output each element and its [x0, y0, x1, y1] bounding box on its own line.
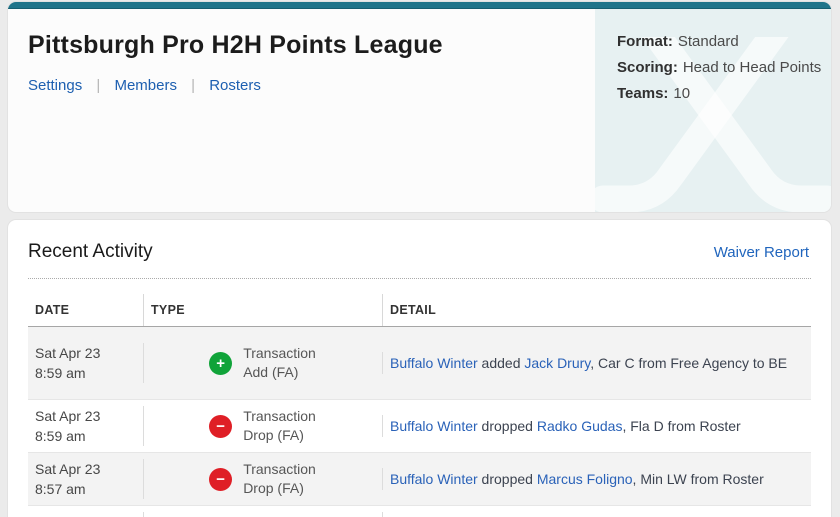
league-info-panel: Format: Standard Scoring: Head to Head Poi…: [595, 9, 831, 212]
table-row-partial: [28, 506, 811, 517]
transaction-drop-icon: −: [209, 467, 233, 491]
league-title: Pittsburgh Pro H2H Points League: [28, 31, 443, 59]
league-nav: Settings | Members | Rosters: [8, 60, 831, 94]
type-cell: [143, 512, 382, 517]
table-row: Sat Apr 23 8:57 am − Transaction Drop (FA) Bu…: [28, 453, 811, 506]
detail-link[interactable]: Jack Drury: [524, 355, 591, 371]
time-value: 8:59 am: [35, 365, 86, 381]
date-cell: Sat Apr 23 8:59 am: [28, 343, 143, 383]
column-header-type: TYPE: [143, 294, 382, 326]
league-info: Format: Standard Scoring: Head to Head Poi…: [595, 9, 831, 107]
teams-value: 10: [673, 85, 691, 102]
time-value: 8:57 am: [35, 481, 86, 497]
column-header-date: DATE: [35, 303, 70, 317]
nav-members-link[interactable]: Members: [114, 77, 177, 94]
activity-table: DATE TYPE DETAIL Sat Apr 23 8:59 am + Trans…: [28, 294, 811, 517]
detail-text: , Car C from Free Agency to BE: [590, 355, 788, 371]
type-line2: Add (FA): [243, 364, 299, 380]
detail-text: , Min LW from Roster: [632, 471, 764, 487]
type-line2: Drop (FA): [243, 480, 304, 496]
time-value: 8:59 am: [35, 428, 86, 444]
hockey-sticks-watermark: [595, 37, 831, 212]
detail-link[interactable]: Buffalo Winter: [390, 418, 478, 434]
detail-link[interactable]: Buffalo Winter: [390, 355, 478, 371]
date-value: Sat Apr 23: [35, 461, 101, 477]
detail-cell: Buffalo Winter added Jack Drury, Car C f…: [382, 352, 811, 374]
nav-settings-link[interactable]: Settings: [28, 77, 83, 94]
detail-link[interactable]: Marcus Foligno: [536, 471, 633, 487]
detail-cell: Buffalo Winter dropped Radko Gudas, Fla …: [382, 415, 811, 437]
scoring-label: Scoring:: [617, 59, 678, 76]
nav-divider: |: [96, 77, 101, 94]
type-label: Transaction Drop (FA): [243, 407, 316, 445]
teams-label: Teams:: [617, 85, 669, 102]
transaction-add-icon: +: [209, 351, 233, 375]
detail-text: dropped: [477, 418, 537, 434]
transaction-drop-icon: −: [209, 414, 233, 438]
league-header-card: Format: Standard Scoring: Head to Head Poi…: [8, 2, 831, 212]
waiver-report-link[interactable]: Waiver Report: [713, 244, 809, 261]
table-header-row: DATE TYPE DETAIL: [28, 294, 811, 327]
type-line2: Drop (FA): [243, 427, 304, 443]
type-label: Transaction Drop (FA): [243, 460, 316, 498]
type-line1: Transaction: [243, 345, 316, 361]
date-cell: Sat Apr 23 8:57 am: [28, 459, 143, 499]
type-line1: Transaction: [243, 461, 316, 477]
format-value: Standard: [677, 33, 739, 50]
table-row: Sat Apr 23 8:59 am + Transaction Add (FA) Buf…: [28, 327, 811, 400]
scoring-line: Scoring: Head to Head Points: [617, 55, 831, 81]
card-accent-bar: [8, 2, 831, 9]
detail-cell: Buffalo Winter dropped Marcus Foligno, M…: [382, 468, 811, 490]
column-header-detail: DETAIL: [382, 294, 811, 326]
table-body: Sat Apr 23 8:59 am + Transaction Add (FA) Buf…: [28, 327, 811, 517]
detail-link[interactable]: Buffalo Winter: [390, 471, 478, 487]
detail-text: dropped: [477, 471, 537, 487]
detail-text: added: [477, 355, 525, 371]
nav-rosters-link[interactable]: Rosters: [209, 77, 261, 94]
type-label: Transaction Add (FA): [243, 344, 316, 382]
detail-text: , Fla D from Roster: [622, 418, 741, 434]
date-cell: Sat Apr 23 8:59 am: [28, 406, 143, 446]
date-value: Sat Apr 23: [35, 408, 101, 424]
scoring-value: Head to Head Points: [682, 59, 822, 76]
type-cell: + Transaction Add (FA): [143, 343, 382, 383]
detail-link[interactable]: Radko Gudas: [536, 418, 623, 434]
type-line1: Transaction: [243, 408, 316, 424]
nav-divider: |: [191, 77, 196, 94]
type-cell: − Transaction Drop (FA): [143, 459, 382, 499]
recent-activity-title: Recent Activity: [28, 241, 153, 262]
format-label: Format:: [617, 33, 673, 50]
recent-activity-card: Recent Activity Waiver Report DATE TYPE …: [8, 220, 831, 517]
date-value: Sat Apr 23: [35, 345, 101, 361]
detail-cell: [382, 512, 811, 517]
type-cell: − Transaction Drop (FA): [143, 406, 382, 446]
activity-header: Recent Activity Waiver Report: [8, 220, 831, 278]
table-row: Sat Apr 23 8:59 am − Transaction Drop (FA) Bu…: [28, 400, 811, 453]
teams-line: Teams: 10: [617, 81, 831, 107]
format-line: Format: Standard: [617, 29, 831, 55]
section-divider: [28, 278, 811, 279]
date-cell: [28, 512, 143, 517]
